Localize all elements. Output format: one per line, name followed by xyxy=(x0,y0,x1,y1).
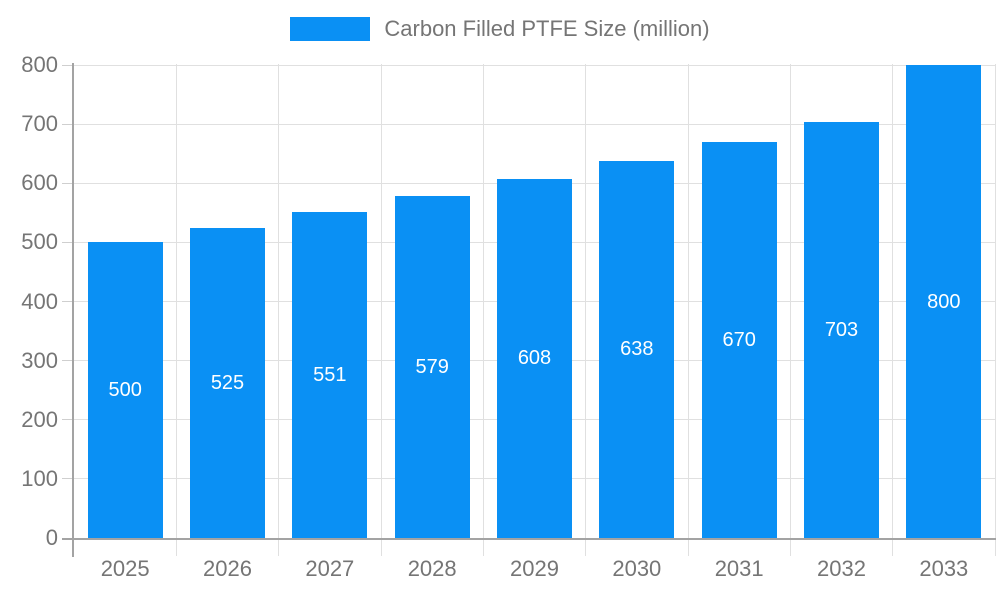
gridline-x-3 xyxy=(380,64,382,556)
x-axis-label-2029: 2029 xyxy=(510,556,559,581)
y-tick-100 xyxy=(62,478,74,480)
bar-value-label-2030: 638 xyxy=(620,338,654,361)
y-axis-label-0: 0 xyxy=(45,525,58,550)
y-axis-label-300: 300 xyxy=(21,347,58,373)
bar-2031 xyxy=(701,141,777,538)
y-axis-label-700: 700 xyxy=(21,111,58,137)
y-tick-300 xyxy=(62,360,74,362)
gridline-y-800 xyxy=(74,64,995,66)
bar-value-label-2026: 525 xyxy=(210,371,245,394)
x-axis-label-2032: 2032 xyxy=(817,556,866,581)
bar-2030 xyxy=(599,160,675,538)
gridline-x-8 xyxy=(892,64,894,556)
y-axis-label-100: 100 xyxy=(21,465,58,491)
bar-value-label-2028: 579 xyxy=(415,355,449,378)
bar-value-label-2029: 608 xyxy=(517,347,552,370)
bar-2029 xyxy=(497,178,572,538)
y-axis-label-600: 600 xyxy=(21,170,58,196)
legend-item[interactable]: Carbon Filled PTFE Size (million) xyxy=(0,17,1000,41)
bar-value-label-2033: 800 xyxy=(927,290,961,313)
x-axis-line xyxy=(62,538,996,540)
gridline-x-7 xyxy=(789,64,791,556)
y-axis-label-800: 800 xyxy=(21,52,58,77)
bar-2026 xyxy=(190,227,265,538)
gridline-y-700 xyxy=(74,123,995,125)
bar-2033 xyxy=(906,65,982,538)
bar-2028 xyxy=(394,195,470,538)
x-axis-label-2025: 2025 xyxy=(100,556,150,581)
y-tick-600 xyxy=(62,182,74,184)
legend-swatch xyxy=(290,17,371,41)
y-axis-line xyxy=(72,63,74,557)
gridline-x-5 xyxy=(585,64,587,556)
x-axis-label-2028: 2028 xyxy=(407,556,457,581)
y-axis-label-200: 200 xyxy=(21,406,58,432)
bar-value-label-2025: 500 xyxy=(108,379,142,402)
x-axis-label-2030: 2030 xyxy=(612,556,662,581)
y-tick-500 xyxy=(62,241,74,243)
y-tick-400 xyxy=(62,301,74,302)
x-axis-label-2026: 2026 xyxy=(203,556,252,581)
bar-2032 xyxy=(804,122,879,538)
bar-value-label-2032: 703 xyxy=(824,319,859,342)
gridline-x-9 xyxy=(994,64,996,556)
x-axis-label-2031: 2031 xyxy=(714,556,764,581)
x-axis-label-2027: 2027 xyxy=(305,556,355,581)
bar-value-label-2031: 670 xyxy=(722,328,756,351)
y-tick-200 xyxy=(62,419,74,421)
bar-2025 xyxy=(87,242,163,538)
y-tick-800 xyxy=(62,64,74,66)
gridline-x-2 xyxy=(278,64,280,556)
gridline-x-1 xyxy=(175,64,177,556)
gridline-x-6 xyxy=(687,64,689,556)
y-tick-700 xyxy=(62,123,74,125)
legend-label: Carbon Filled PTFE Size (million) xyxy=(384,16,710,41)
x-axis-label-2033: 2033 xyxy=(919,556,969,581)
bar-2027 xyxy=(292,212,368,538)
y-axis-label-500: 500 xyxy=(21,229,58,255)
bar-value-label-2027: 551 xyxy=(313,364,347,387)
gridline-x-4 xyxy=(482,64,484,556)
y-axis-label-400: 400 xyxy=(21,288,58,314)
